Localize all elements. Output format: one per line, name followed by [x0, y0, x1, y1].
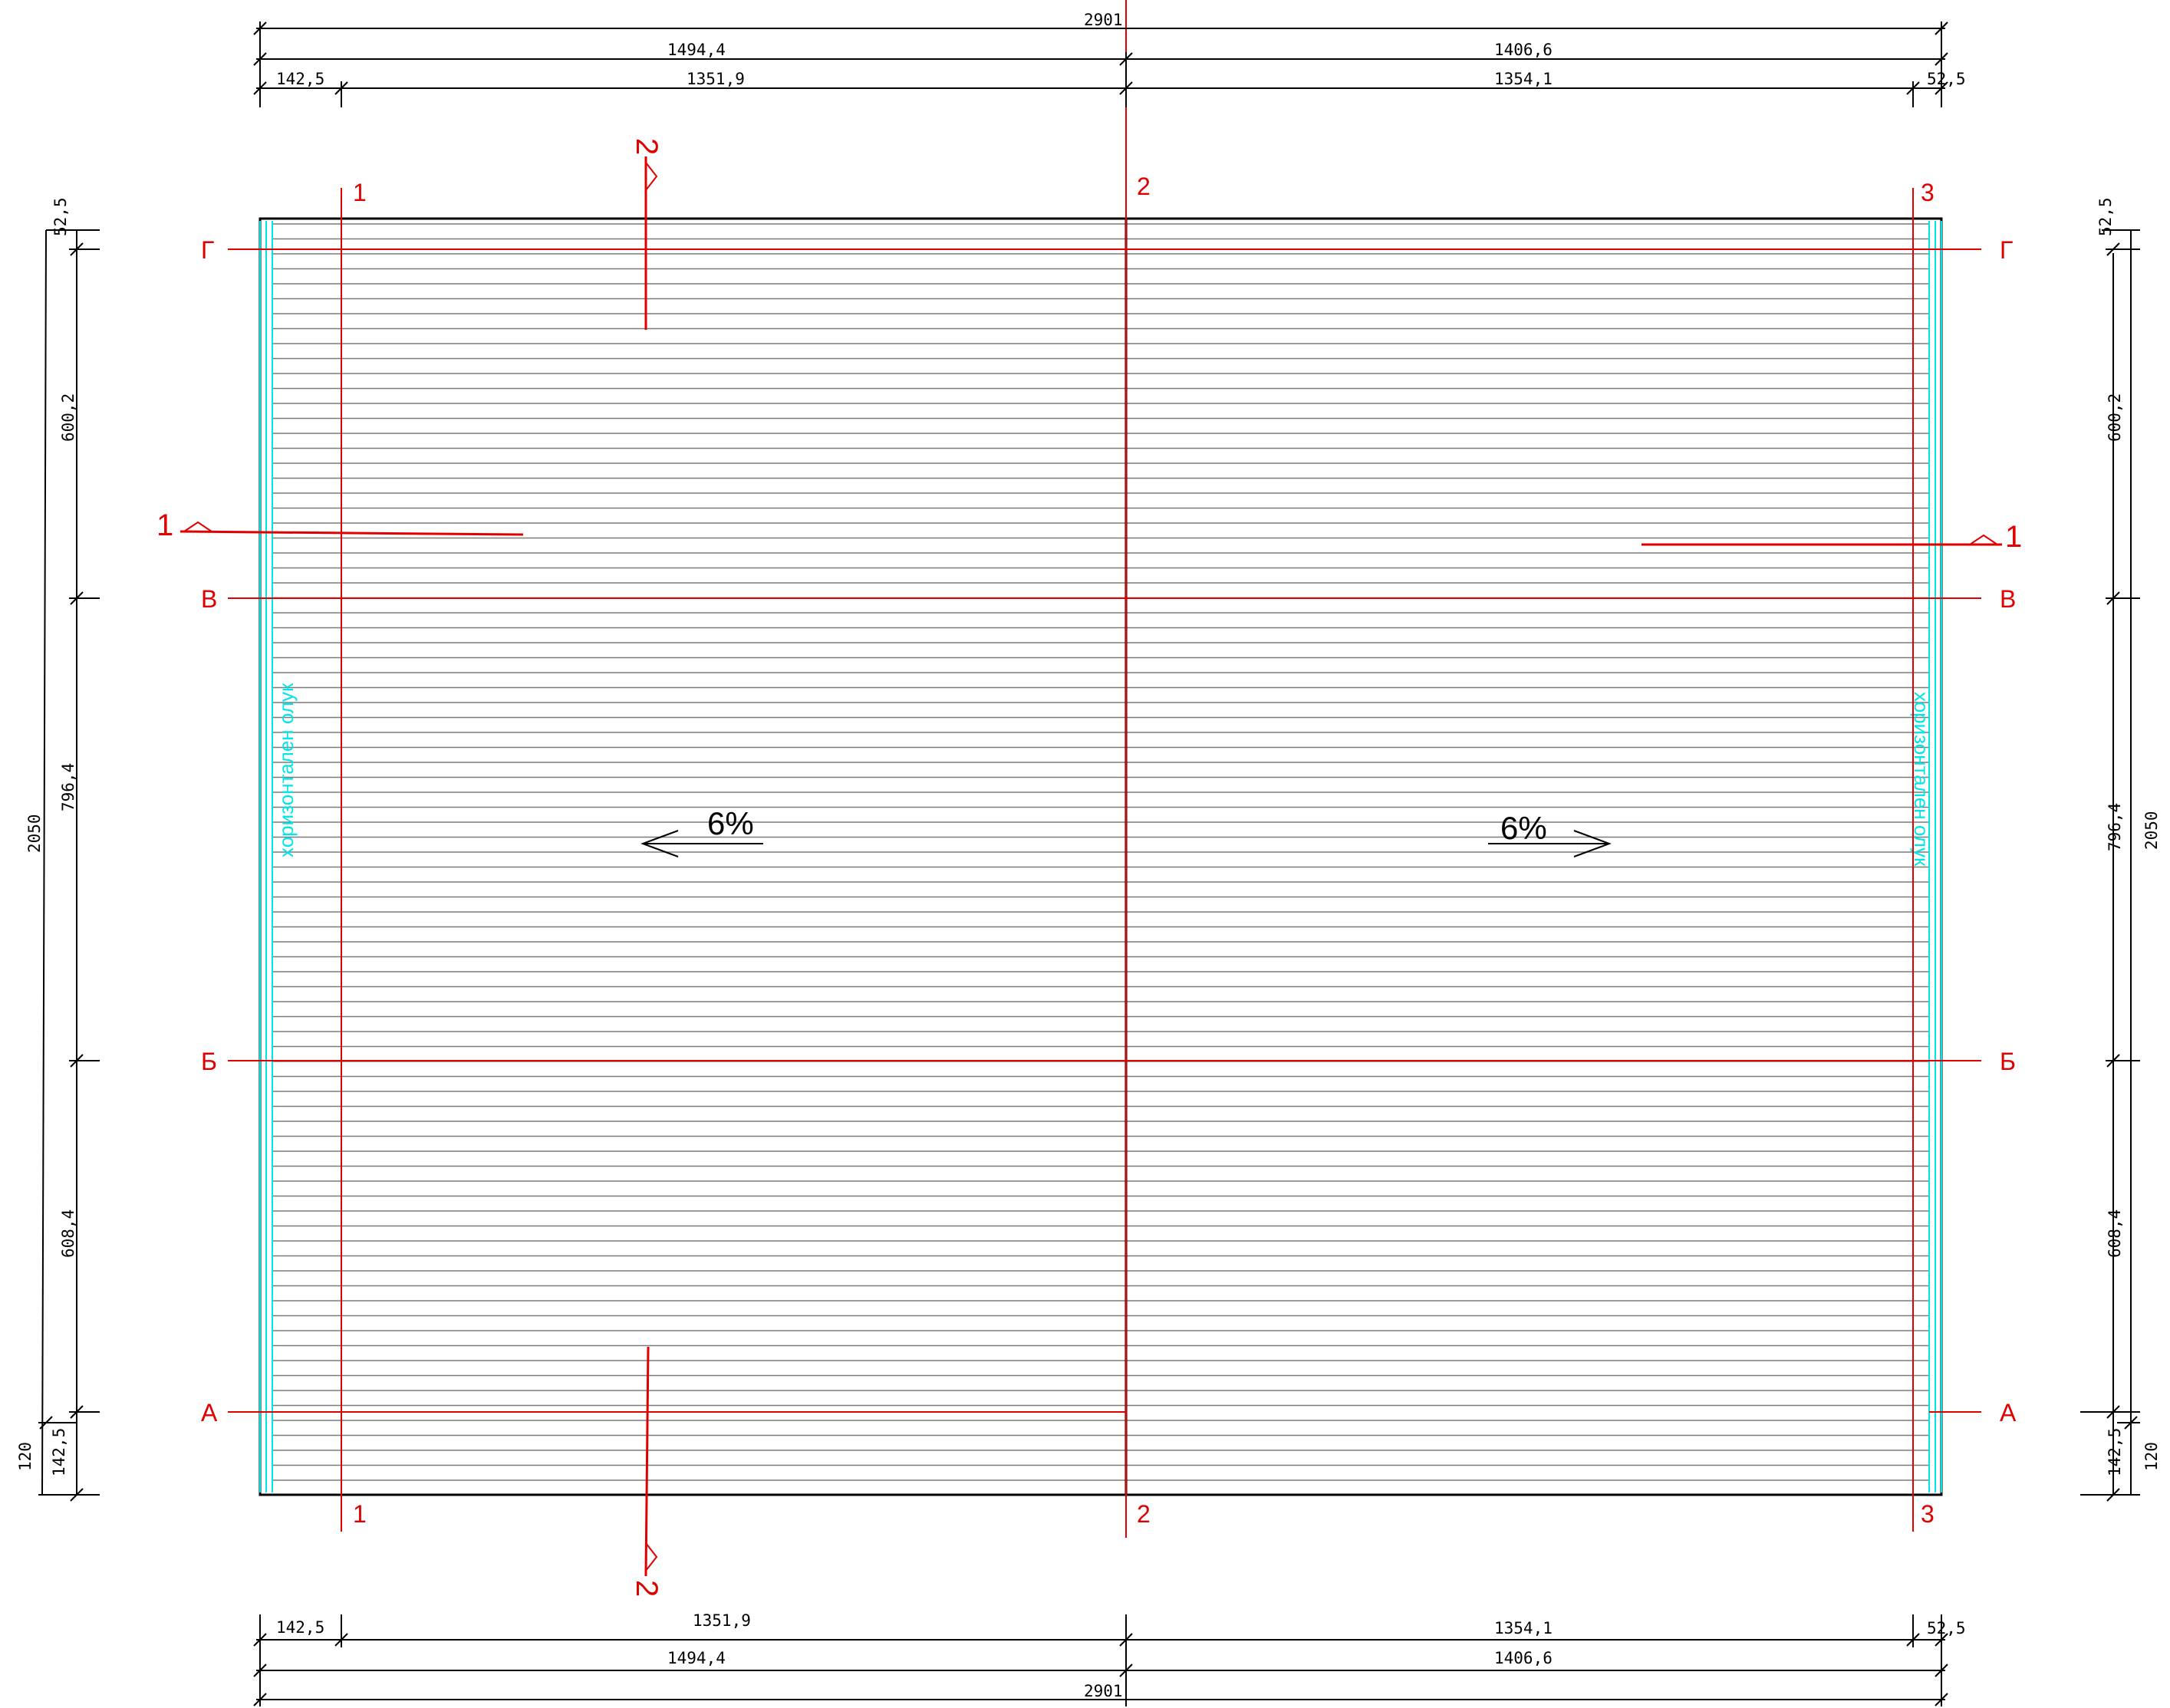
right-overall-dim: 2050 [2142, 811, 2161, 850]
roof-outline [260, 219, 1941, 1495]
slope-right-label: 6% [1500, 810, 1547, 846]
section-2-top-label: 2 [630, 138, 664, 155]
left-part-dim-5: 142,5 [50, 1428, 68, 1476]
axis-label-2-bottom: 2 [1137, 1500, 1151, 1528]
top-part-dim-3: 1354,1 [1494, 70, 1553, 88]
bottom-part-dim-4: 52,5 [1927, 1619, 1966, 1637]
bottom-half-dim-left: 1494,4 [667, 1649, 726, 1667]
right-part-dim-3: 796,4 [2106, 803, 2124, 851]
axis-label-G-right: Г [2000, 236, 2013, 264]
left-extra-dim: 120 [16, 1442, 35, 1471]
axis-label-1-bottom: 1 [353, 1500, 367, 1528]
axis-label-V-left: В [201, 585, 217, 613]
top-part-dim-2: 1351,9 [687, 70, 745, 88]
axis-label-B-left: Б [201, 1048, 217, 1075]
section-1-right [1641, 535, 2002, 545]
section-1-left-label: 1 [156, 508, 173, 542]
bottom-part-dim-3: 1354,1 [1494, 1619, 1553, 1637]
axis-label-A-left: А [201, 1399, 218, 1427]
right-part-dim-2: 600,2 [2106, 393, 2124, 442]
left-part-dim-4: 608,4 [59, 1209, 77, 1258]
axis-label-B-right: Б [2000, 1048, 2016, 1075]
section-1-right-label: 1 [2005, 520, 2022, 554]
top-part-dim-4: 52,5 [1927, 70, 1966, 88]
right-extra-dim: 120 [2142, 1442, 2161, 1471]
axis-label-V-right: В [2000, 585, 2016, 613]
top-part-dim-1: 142,5 [276, 70, 324, 88]
axis-label-3-top: 3 [1921, 179, 1935, 206]
section-1-left [180, 522, 523, 535]
roof-battens [273, 224, 1928, 1480]
right-part-dim-1: 52,5 [2096, 197, 2115, 236]
bottom-part-dim-1: 142,5 [276, 1618, 324, 1637]
left-part-dim-2: 600,2 [59, 393, 77, 442]
right-part-dim-4: 608,4 [2106, 1209, 2124, 1258]
top-half-dim-right: 1406,6 [1494, 41, 1553, 59]
left-part-dim-3: 796,4 [59, 763, 77, 811]
axis-label-G-left: Г [201, 236, 214, 264]
top-half-dim-left: 1494,4 [667, 41, 726, 59]
slope-left-label: 6% [707, 805, 754, 841]
left-gutter-label: хоризонтален олук [275, 683, 298, 857]
section-2-top [646, 156, 657, 330]
axis-label-1-top: 1 [353, 179, 367, 206]
bottom-half-dim-right: 1406,6 [1494, 1649, 1553, 1667]
bottom-overall-dim: 2901 [1084, 1682, 1123, 1700]
section-2-bottom-label: 2 [630, 1580, 664, 1597]
left-overall-dim: 2050 [25, 814, 44, 853]
right-part-dim-5: 142,5 [2106, 1428, 2124, 1476]
top-dimension-lines [254, 21, 1948, 107]
axis-label-A-right: А [2000, 1399, 2017, 1427]
left-gutter [260, 221, 272, 1492]
left-part-dim-1: 52,5 [51, 197, 70, 236]
top-overall-dim: 2901 [1084, 11, 1123, 29]
axis-label-2-top: 2 [1137, 173, 1151, 200]
axis-label-3-bottom: 3 [1921, 1500, 1935, 1528]
bottom-part-dim-2: 1351,9 [693, 1611, 751, 1630]
axis-grid [228, 0, 1981, 1538]
section-2-bottom [646, 1347, 657, 1576]
